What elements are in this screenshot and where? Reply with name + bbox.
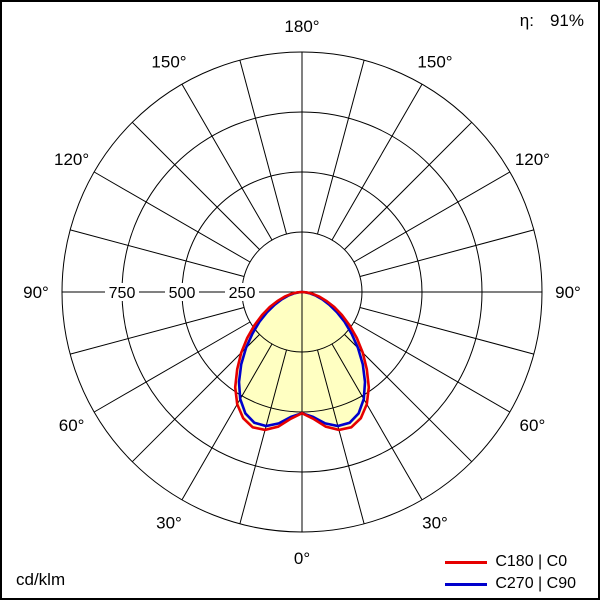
- legend-line-c0: [445, 560, 488, 564]
- legend-item-c0: C180 | C0: [445, 553, 576, 571]
- grid-spoke-300: [93, 321, 251, 413]
- grid-spoke-330: [181, 343, 273, 501]
- grid-spoke-60: [353, 321, 511, 413]
- grid-spoke-195: [239, 60, 287, 235]
- efficiency-value: 91%: [549, 11, 584, 30]
- grid-spoke-345: [239, 349, 287, 524]
- angle-label-150-left: 150°: [151, 53, 186, 72]
- grid-spoke-105: [359, 229, 534, 277]
- unit-label: cd/klm: [16, 570, 66, 589]
- grid-spoke-15: [317, 349, 365, 524]
- grid-spoke-225: [131, 121, 260, 250]
- grid-spoke-75: [359, 307, 534, 355]
- grid-spoke-165: [317, 60, 365, 235]
- grid-spoke-30: [331, 343, 423, 501]
- grid-spoke-285: [70, 307, 245, 355]
- angle-label-30: 30°: [422, 513, 448, 532]
- grid-spoke-150: [331, 83, 423, 241]
- radial-label-bg-750: [105, 283, 139, 301]
- grid-spoke-120: [353, 171, 511, 263]
- legend-item-c90: C270 | C90: [445, 575, 576, 593]
- radial-label-750: 750: [109, 285, 136, 302]
- grid-spoke-45: [344, 334, 473, 463]
- efficiency-label: η:: [519, 11, 534, 30]
- radial-label-500: 500: [169, 285, 196, 302]
- grid-spoke-240: [93, 171, 251, 263]
- angle-label-60-left: 60°: [59, 416, 85, 435]
- curve-c180-c0: [233, 290, 371, 432]
- efficiency-readout: η: 91%: [520, 11, 584, 31]
- legend-line-c90: [445, 582, 488, 586]
- angle-label-120-left: 120°: [54, 150, 89, 169]
- angle-label-0: 0°: [294, 549, 310, 568]
- legend-label-c90: C270 | C90: [495, 575, 576, 592]
- legend: C180 | C0 C270 | C90: [445, 553, 576, 593]
- grid-spoke-135: [344, 121, 473, 250]
- angle-label-90: 90°: [555, 283, 581, 302]
- legend-label-c0: C180 | C0: [495, 553, 568, 570]
- grid-spoke-255: [70, 229, 245, 277]
- angle-label-180: 180°: [284, 17, 319, 36]
- grid-spoke-210: [181, 83, 273, 241]
- angle-label-90-left: 90°: [23, 283, 49, 302]
- radial-label-bg-250: [225, 283, 259, 301]
- angle-label-150: 150°: [417, 53, 452, 72]
- angle-label-60: 60°: [520, 416, 546, 435]
- grid-spoke-315: [131, 334, 260, 463]
- radial-label-bg-500: [165, 283, 199, 301]
- angle-label-120: 120°: [515, 150, 550, 169]
- radial-label-250: 250: [229, 285, 256, 302]
- angle-label-30-left: 30°: [156, 513, 182, 532]
